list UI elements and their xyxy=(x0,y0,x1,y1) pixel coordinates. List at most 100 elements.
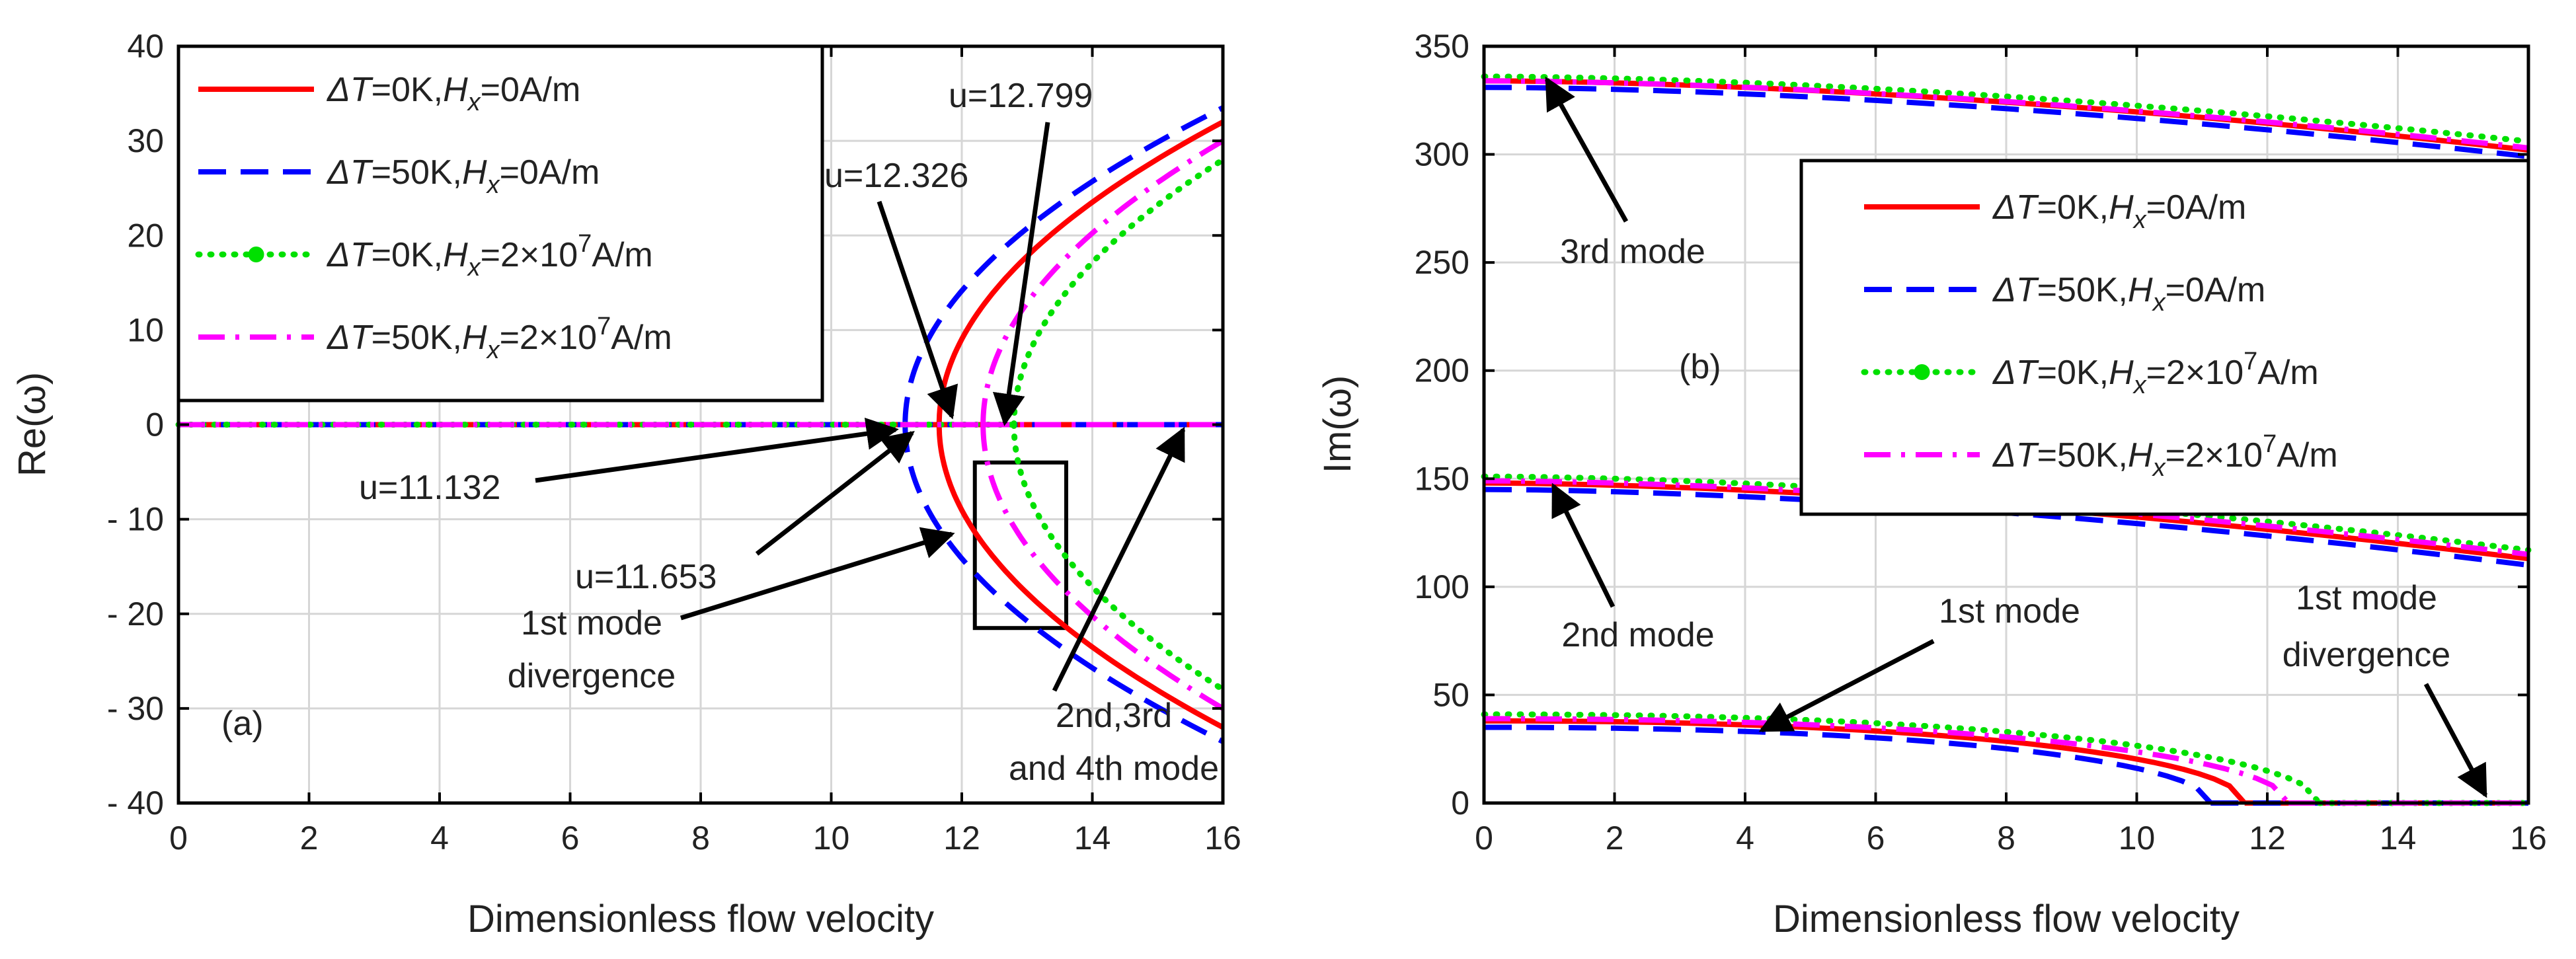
y-tick-label: 50 xyxy=(1432,676,1469,713)
panel-a-y-ticks: 40 30 20 10 0 - 10 - 20 - 30 - 40 xyxy=(107,28,1223,822)
legend-dt-value: =0K, xyxy=(2037,354,2109,392)
legend-h-subscript: x xyxy=(2132,206,2148,234)
x-tick-label: 2 xyxy=(300,820,319,857)
legend-h-subscript: x xyxy=(2132,371,2148,399)
legend-delta-t: ΔT xyxy=(326,319,373,357)
y-tick-label: 100 xyxy=(1415,568,1469,605)
annotation-1st-mode: 1st mode xyxy=(1939,592,2080,631)
legend-h-symbol: H xyxy=(2109,354,2134,392)
series-dT0_H2e7-mode1 xyxy=(1481,711,2323,806)
panel-b-label: (b) xyxy=(1679,348,1721,386)
y-tick-label: 300 xyxy=(1415,136,1469,173)
legend-unit: A/m xyxy=(2277,436,2337,475)
legend-label-dT50_H2e7: ΔT=50K,Hx=2×107A/m xyxy=(1992,430,2338,482)
panel-a-annotations: u=12.799 u=12.326 u=11.132 u=11.653 1st … xyxy=(359,77,1219,788)
x-tick-label: 2 xyxy=(1606,820,1624,857)
legend-label-dT50_H0: ΔT=50K,Hx=0A/m xyxy=(326,153,600,199)
panel-b-y-ticks: 350 300 250 200 150 100 50 0 xyxy=(1415,28,2528,822)
y-tick-label: 0 xyxy=(145,406,164,443)
annotation-1st-mode-divergence-b-line1: 1st mode xyxy=(2296,579,2437,617)
legend-exponent: 7 xyxy=(2263,430,2277,458)
arrow-u-12-799 xyxy=(992,122,1050,426)
legend-hx-value: =2×10 xyxy=(2146,354,2244,392)
x-tick-label: 12 xyxy=(943,820,980,857)
y-tick-label: 40 xyxy=(127,28,164,65)
x-tick-label: 10 xyxy=(2119,820,2156,857)
x-tick-label: 12 xyxy=(2249,820,2286,857)
legend-dt-value: =50K, xyxy=(371,153,462,192)
annotation-1st-mode-divergence-b-line2: divergence xyxy=(2283,636,2450,674)
legend-hx-value: =2×10 xyxy=(2166,436,2263,475)
legend-h-symbol: H xyxy=(462,153,487,192)
panel-a-x-ticks: 0 2 4 6 8 10 12 14 16 xyxy=(169,46,1241,857)
y-tick-label: - 10 xyxy=(107,501,164,538)
series-dT0_H2e7-lower-branch xyxy=(1011,422,1226,693)
series-dT0_H2e7-mode3 xyxy=(1481,73,2532,145)
legend-h-symbol: H xyxy=(443,236,468,274)
arrow-2nd-mode xyxy=(1551,482,1616,608)
annotation-u-11-132: u=11.132 xyxy=(359,469,500,507)
series-dT50_H2e7-mode1 xyxy=(1484,716,2291,805)
legend-dt-value: =0K, xyxy=(371,236,443,274)
arrow-1st-mode-divergence-a xyxy=(680,527,955,621)
legend-marker-dT0_H2e7 xyxy=(1914,364,1930,380)
arrow-u-11-653 xyxy=(755,430,915,556)
annotation-2nd-3rd-4th-mode-line2: and 4th mode xyxy=(1009,749,1219,788)
arrow-1st-mode xyxy=(1758,638,1935,733)
legend-h-symbol: H xyxy=(2109,188,2134,227)
legend-h-symbol: H xyxy=(2128,271,2153,309)
y-tick-label: 200 xyxy=(1415,352,1469,389)
legend-dt-value: =0K, xyxy=(2037,188,2109,227)
panel-b-legend: ΔT=0K,Hx=0A/mΔT=50K,Hx=0A/mΔT=0K,Hx=2×10… xyxy=(1799,159,2530,516)
y-tick-label: 10 xyxy=(127,311,164,348)
y-tick-label: - 40 xyxy=(107,785,164,822)
panel-a-legend: ΔT=0K,Hx=0A/mΔT=50K,Hx=0A/mΔT=0K,Hx=2×10… xyxy=(176,44,824,403)
x-tick-label: 16 xyxy=(1204,820,1241,857)
legend-delta-t: ΔT xyxy=(326,71,373,109)
y-tick-label: - 30 xyxy=(107,690,164,727)
arrow-2nd-3rd-4th-mode xyxy=(1052,426,1186,692)
x-tick-label: 8 xyxy=(691,820,710,857)
legend-delta-t: ΔT xyxy=(1992,271,2039,309)
series-dT0_H2e7-upper-branch xyxy=(1011,157,1226,428)
panel-a-y-axis-label: Re(ω) xyxy=(11,372,54,477)
annotation-2nd-mode: 2nd mode xyxy=(1561,616,1714,654)
series-dT0_H0-lower-branch xyxy=(936,424,1224,730)
legend-unit: A/m xyxy=(611,319,672,357)
x-tick-label: 16 xyxy=(2510,820,2547,857)
x-tick-label: 14 xyxy=(2380,820,2417,857)
legend-h-symbol: H xyxy=(462,319,487,357)
panel-b-chart: 0 2 4 6 8 10 12 14 16 350 300 250 200 150 100 50 0 Dime… xyxy=(1316,28,2547,940)
panel-b-y-axis-label: Im(ω) xyxy=(1316,375,1359,473)
legend-exponent: 7 xyxy=(597,313,611,340)
annotation-u-12-799: u=12.799 xyxy=(949,77,1093,115)
legend-delta-t: ΔT xyxy=(1992,436,2039,475)
legend-delta-t: ΔT xyxy=(326,153,373,192)
series-dT0_H0-upper-branch xyxy=(936,119,1224,425)
panel-a-x-axis-label: Dimensionless flow velocity xyxy=(467,898,934,940)
legend-h-subscript: x xyxy=(486,336,501,364)
panel-b-x-ticks: 0 2 4 6 8 10 12 14 16 xyxy=(1475,46,2547,857)
legend-label-dT50_H2e7: ΔT=50K,Hx=2×107A/m xyxy=(326,313,672,364)
legend-dt-value: =50K, xyxy=(371,319,462,357)
x-tick-label: 10 xyxy=(813,820,850,857)
series-dT50_H0-mode1 xyxy=(1484,724,2213,805)
x-tick-label: 0 xyxy=(169,820,188,857)
legend-dt-value: =50K, xyxy=(2037,436,2128,475)
series-dT50_H0-mode3 xyxy=(1483,85,2529,159)
annotation-u-12-326: u=12.326 xyxy=(824,157,968,195)
y-tick-label: 350 xyxy=(1415,28,1469,65)
legend-marker-dT0_H2e7 xyxy=(248,247,264,262)
x-tick-label: 6 xyxy=(1867,820,1885,857)
x-tick-label: 14 xyxy=(1074,820,1111,857)
legend-h-symbol: H xyxy=(443,71,468,109)
panel-a-legend-box xyxy=(176,44,824,403)
series-dT50_H2e7-mode3 xyxy=(1483,78,2529,151)
y-tick-label: 20 xyxy=(127,217,164,254)
legend-hx-value: =0A/m xyxy=(481,71,581,109)
x-tick-label: 4 xyxy=(1736,820,1754,857)
series-dT50_H0-upper-branch xyxy=(902,105,1224,425)
legend-dt-value: =0K, xyxy=(371,71,443,109)
legend-label-dT0_H0: ΔT=0K,Hx=0A/m xyxy=(326,71,580,116)
